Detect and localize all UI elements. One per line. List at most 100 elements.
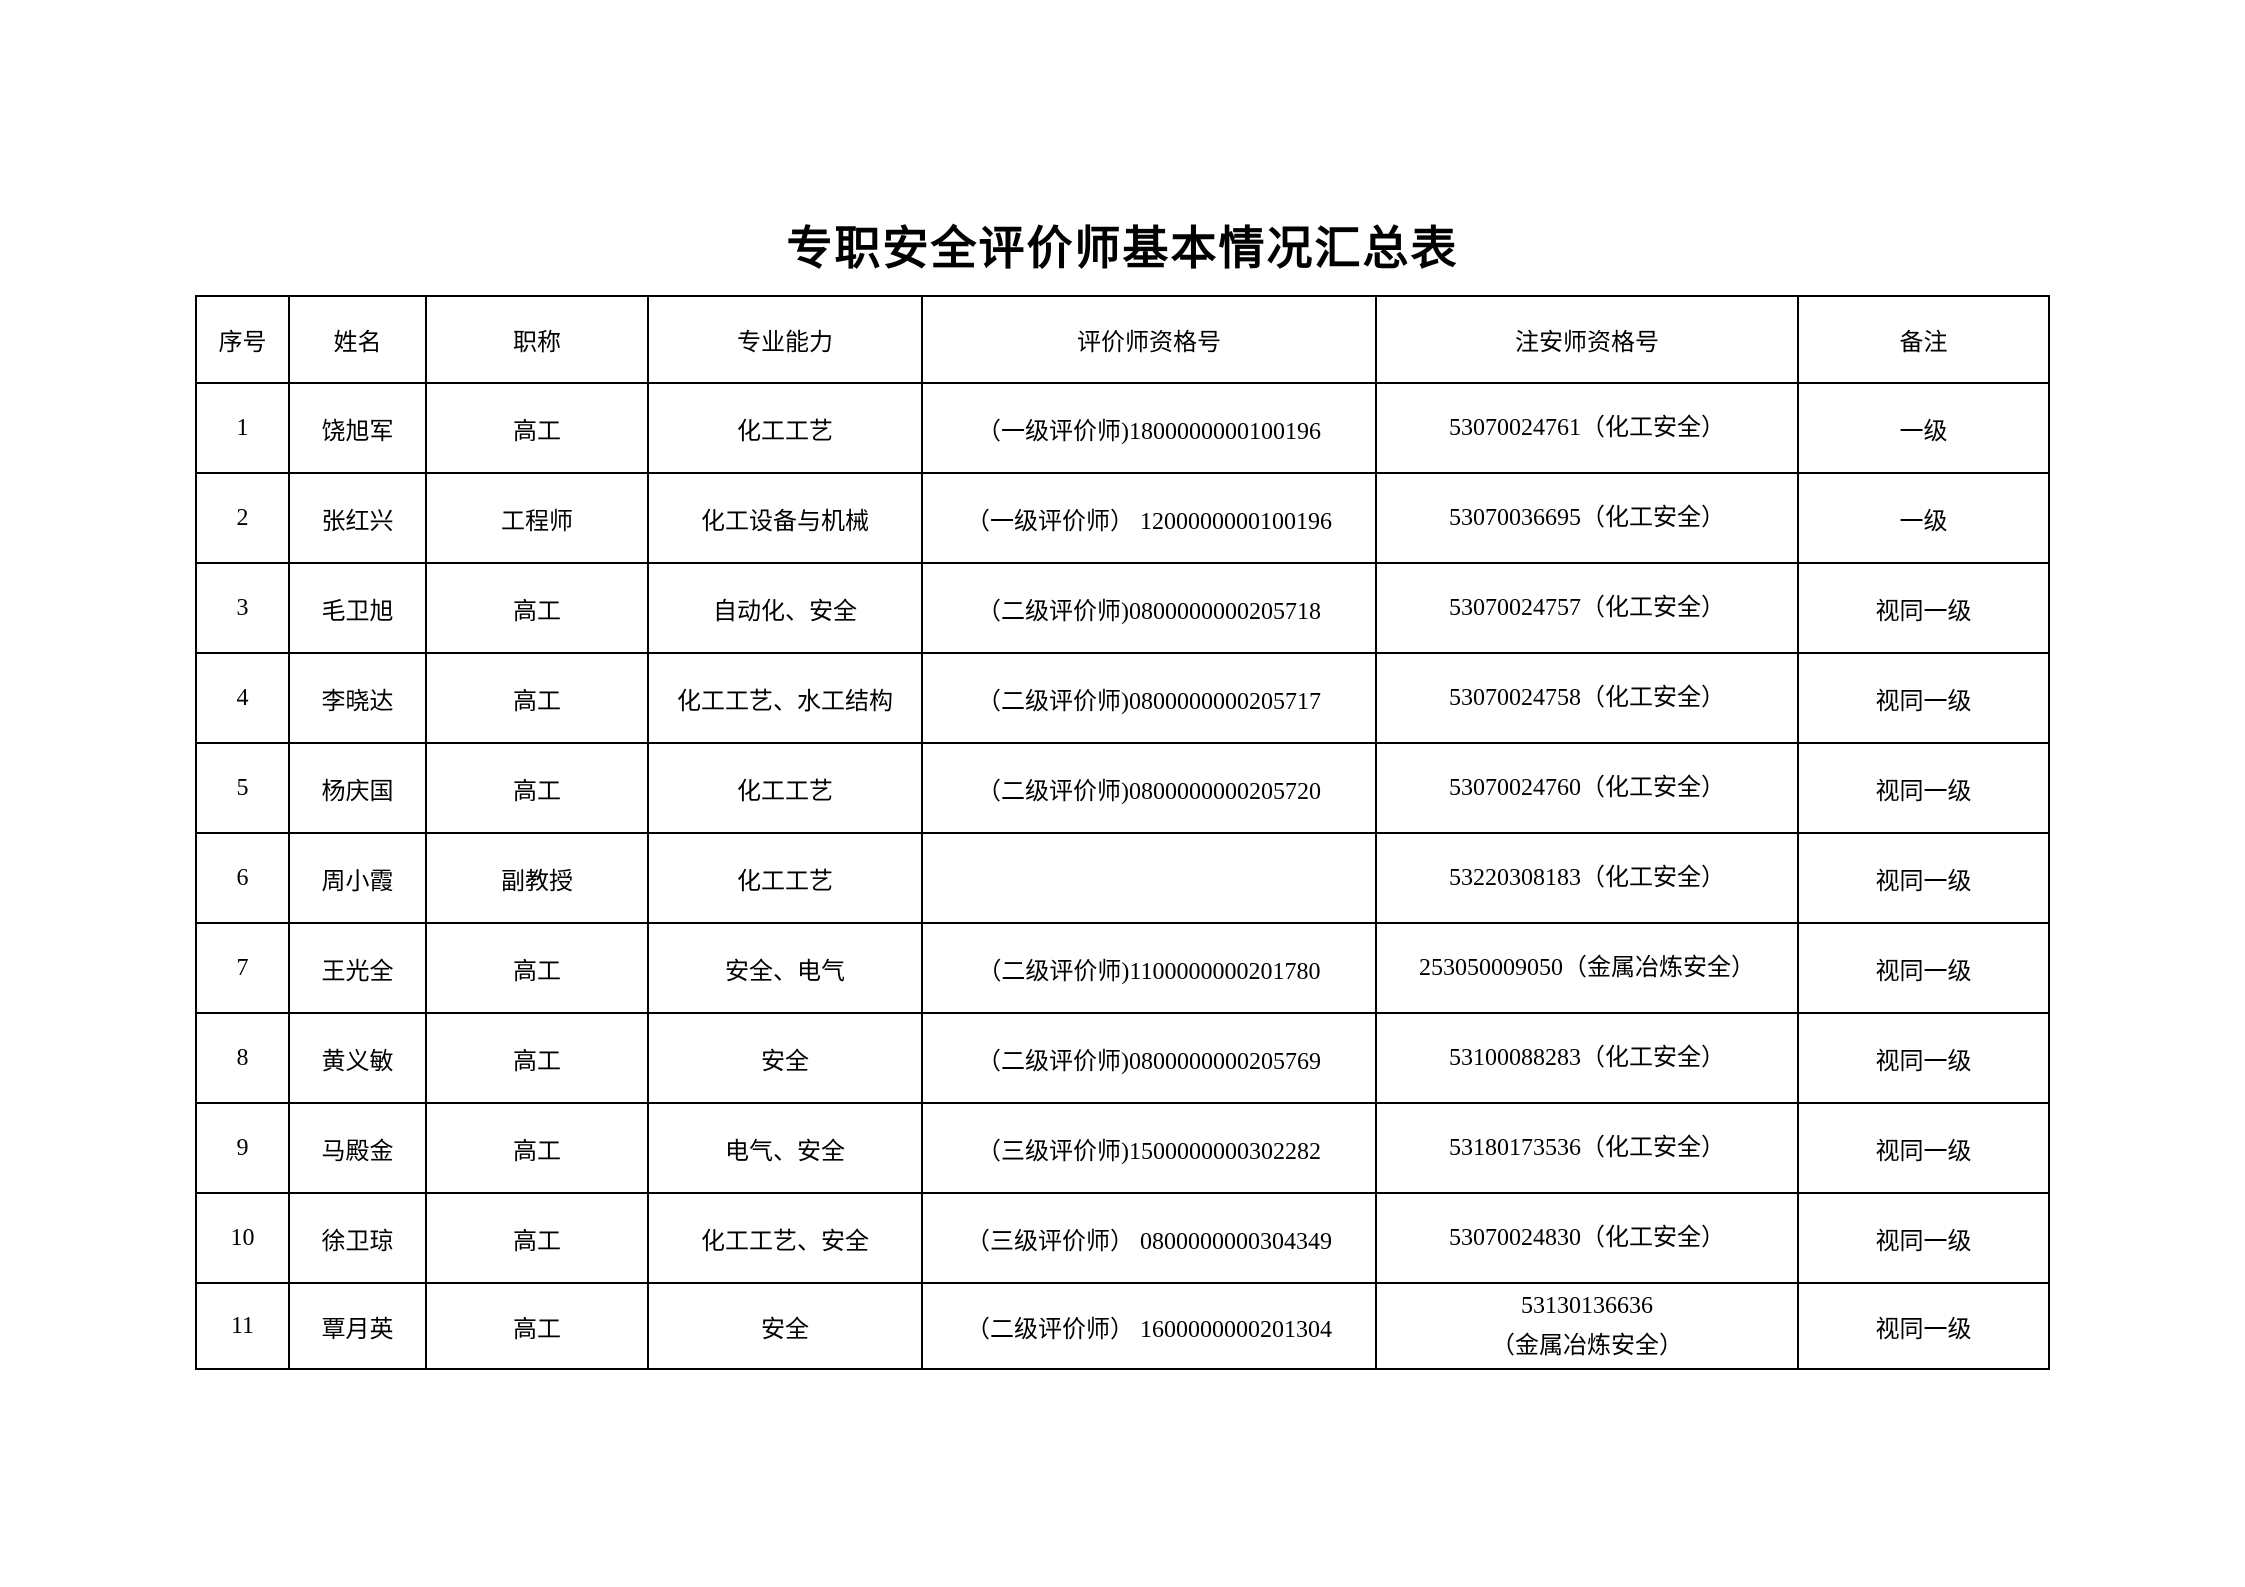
table-row: 10 徐卫琼 高工 化工工艺、安全 （三级评价师） 08000000003043… [195, 1192, 2050, 1284]
cell-serial: 7 [195, 922, 290, 1014]
cell-safety-no: 53070024757（化工安全） [1375, 562, 1799, 654]
cell-assessor-no: （三级评价师)1500000000302282 [921, 1102, 1377, 1194]
cell-safety-no: 53180173536（化工安全） [1375, 1102, 1799, 1194]
cell-ability: 化工工艺、水工结构 [647, 652, 923, 744]
cell-remark: 视同一级 [1797, 652, 2050, 744]
cell-safety-no: 53070024758（化工安全） [1375, 652, 1799, 744]
cell-safety-no: 53070024761（化工安全） [1375, 382, 1799, 474]
table-row: 9 马殿金 高工 电气、安全 （三级评价师)1500000000302282 5… [195, 1102, 2050, 1194]
cell-serial: 2 [195, 472, 290, 564]
cell-name: 毛卫旭 [288, 562, 427, 654]
cell-job-title: 高工 [425, 1192, 649, 1284]
cell-name: 黄义敏 [288, 1012, 427, 1104]
assessor-summary-table: 序号 姓名 职称 专业能力 评价师资格号 注安师资格号 备注 1 饶旭军 高工 … [195, 295, 2050, 1370]
cell-safety-no: 253050009050（金属冶炼安全） [1375, 922, 1799, 1014]
cell-remark: 视同一级 [1797, 922, 2050, 1014]
cell-job-title: 高工 [425, 922, 649, 1014]
cell-assessor-no: （二级评价师） 1600000000201304 [921, 1282, 1377, 1370]
cell-remark: 视同一级 [1797, 1102, 2050, 1194]
cell-name: 周小霞 [288, 832, 427, 924]
cell-ability: 化工工艺 [647, 742, 923, 834]
cell-name: 王光全 [288, 922, 427, 1014]
cell-assessor-no: （二级评价师)0800000000205717 [921, 652, 1377, 744]
column-header-name: 姓名 [288, 295, 427, 384]
cell-serial: 11 [195, 1282, 290, 1370]
cell-assessor-no: （一级评价师)1800000000100196 [921, 382, 1377, 474]
cell-serial: 3 [195, 562, 290, 654]
table-row: 1 饶旭军 高工 化工工艺 （一级评价师)1800000000100196 53… [195, 382, 2050, 474]
cell-job-title: 高工 [425, 382, 649, 474]
cell-ability: 自动化、安全 [647, 562, 923, 654]
cell-safety-no: 53070024830（化工安全） [1375, 1192, 1799, 1284]
cell-assessor-no: （二级评价师)0800000000205718 [921, 562, 1377, 654]
cell-remark: 视同一级 [1797, 1192, 2050, 1284]
cell-remark: 一级 [1797, 382, 2050, 474]
cell-name: 饶旭军 [288, 382, 427, 474]
table-row: 5 杨庆国 高工 化工工艺 （二级评价师)0800000000205720 53… [195, 742, 2050, 834]
cell-assessor-no: （二级评价师)0800000000205720 [921, 742, 1377, 834]
table-row: 6 周小霞 副教授 化工工艺 53220308183（化工安全） 视同一级 [195, 832, 2050, 924]
table-row: 4 李晓达 高工 化工工艺、水工结构 （二级评价师)08000000002057… [195, 652, 2050, 744]
cell-assessor-no [921, 832, 1377, 924]
cell-serial: 5 [195, 742, 290, 834]
cell-safety-no: 53070036695（化工安全） [1375, 472, 1799, 564]
column-header-safety-no: 注安师资格号 [1375, 295, 1799, 384]
cell-job-title: 工程师 [425, 472, 649, 564]
cell-ability: 化工设备与机械 [647, 472, 923, 564]
column-header-assessor-no: 评价师资格号 [921, 295, 1377, 384]
column-header-ability: 专业能力 [647, 295, 923, 384]
cell-job-title: 高工 [425, 742, 649, 834]
cell-ability: 化工工艺 [647, 382, 923, 474]
table-row: 3 毛卫旭 高工 自动化、安全 （二级评价师)0800000000205718 … [195, 562, 2050, 654]
cell-name: 覃月英 [288, 1282, 427, 1370]
table-row: 7 王光全 高工 安全、电气 （二级评价师)1100000000201780 2… [195, 922, 2050, 1014]
cell-name: 李晓达 [288, 652, 427, 744]
cell-assessor-no: （二级评价师)1100000000201780 [921, 922, 1377, 1014]
cell-remark: 视同一级 [1797, 1012, 2050, 1104]
cell-assessor-no: （一级评价师） 1200000000100196 [921, 472, 1377, 564]
cell-assessor-no: （三级评价师） 0800000000304349 [921, 1192, 1377, 1284]
cell-safety-no: 53100088283（化工安全） [1375, 1012, 1799, 1104]
cell-assessor-no: （二级评价师)0800000000205769 [921, 1012, 1377, 1104]
cell-ability: 化工工艺 [647, 832, 923, 924]
cell-ability: 安全、电气 [647, 922, 923, 1014]
cell-remark: 视同一级 [1797, 562, 2050, 654]
table-row: 8 黄义敏 高工 安全 （二级评价师)0800000000205769 5310… [195, 1012, 2050, 1104]
cell-ability: 化工工艺、安全 [647, 1192, 923, 1284]
cell-remark: 一级 [1797, 472, 2050, 564]
cell-serial: 9 [195, 1102, 290, 1194]
cell-job-title: 高工 [425, 1282, 649, 1370]
cell-safety-no: 53220308183（化工安全） [1375, 832, 1799, 924]
cell-job-title: 高工 [425, 1012, 649, 1104]
page-title: 专职安全评价师基本情况汇总表 [786, 223, 1459, 274]
cell-remark: 视同一级 [1797, 832, 2050, 924]
table-body: 1 饶旭军 高工 化工工艺 （一级评价师)1800000000100196 53… [195, 382, 2050, 1370]
cell-ability: 安全 [647, 1012, 923, 1104]
cell-serial: 10 [195, 1192, 290, 1284]
cell-job-title: 高工 [425, 1102, 649, 1194]
table-row: 2 张红兴 工程师 化工设备与机械 （一级评价师） 12000000001001… [195, 472, 2050, 564]
cell-serial: 1 [195, 382, 290, 474]
cell-name: 杨庆国 [288, 742, 427, 834]
cell-serial: 8 [195, 1012, 290, 1104]
cell-ability: 安全 [647, 1282, 923, 1370]
cell-job-title: 高工 [425, 652, 649, 744]
column-header-remark: 备注 [1797, 295, 2050, 384]
cell-ability: 电气、安全 [647, 1102, 923, 1194]
table-row: 11 覃月英 高工 安全 （二级评价师） 1600000000201304 53… [195, 1282, 2050, 1370]
cell-name: 马殿金 [288, 1102, 427, 1194]
cell-serial: 6 [195, 832, 290, 924]
cell-name: 徐卫琼 [288, 1192, 427, 1284]
cell-safety-no: 53130136636 （金属冶炼安全） [1375, 1282, 1799, 1370]
cell-remark: 视同一级 [1797, 742, 2050, 834]
cell-serial: 4 [195, 652, 290, 744]
cell-safety-no: 53070024760（化工安全） [1375, 742, 1799, 834]
cell-job-title: 副教授 [425, 832, 649, 924]
table-header: 序号 姓名 职称 专业能力 评价师资格号 注安师资格号 备注 [195, 295, 2050, 384]
column-header-job-title: 职称 [425, 295, 649, 384]
cell-job-title: 高工 [425, 562, 649, 654]
cell-remark: 视同一级 [1797, 1282, 2050, 1370]
cell-name: 张红兴 [288, 472, 427, 564]
header-row: 序号 姓名 职称 专业能力 评价师资格号 注安师资格号 备注 [195, 295, 2050, 384]
